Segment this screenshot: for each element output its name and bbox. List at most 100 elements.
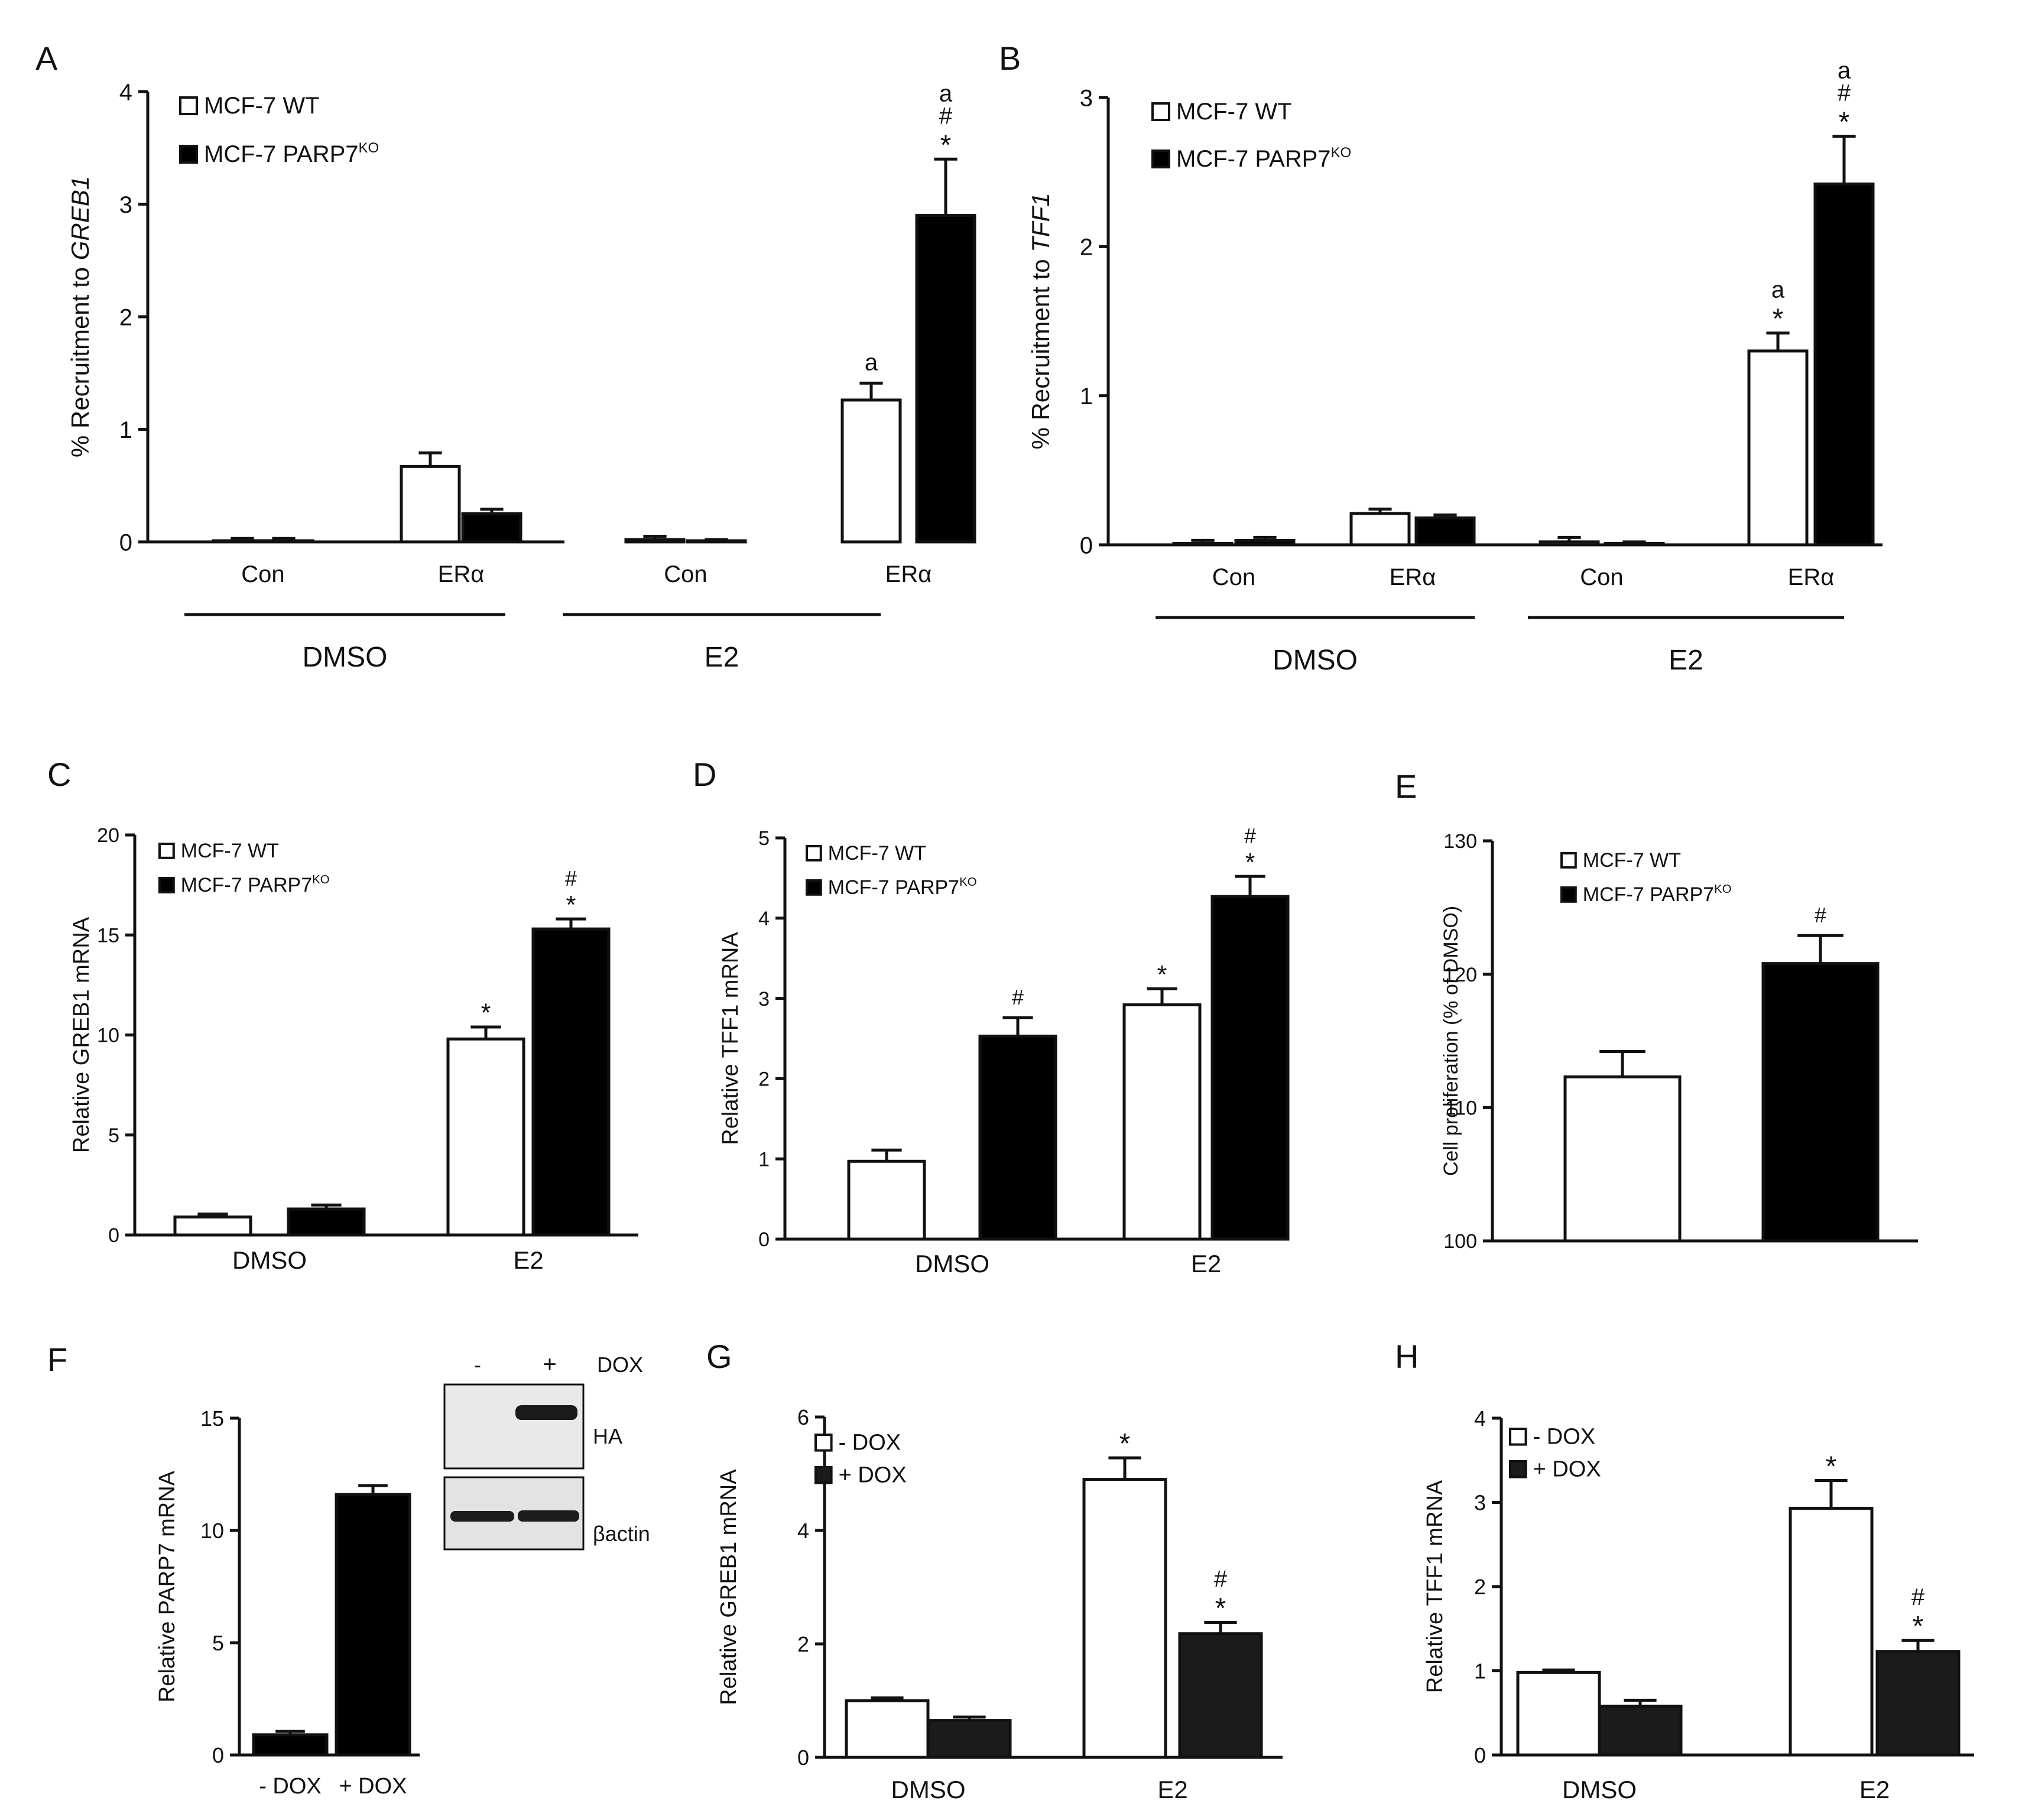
y-tick-label: 110 bbox=[1445, 1097, 1477, 1120]
x-tick-label: DMSO bbox=[891, 1776, 966, 1803]
legend-label: + DOX bbox=[839, 1463, 907, 1488]
bar-series-2 bbox=[978, 1034, 1057, 1241]
group-label: DMSO bbox=[1273, 645, 1358, 676]
significance-mark: * bbox=[1826, 1451, 1837, 1482]
bar-series-1 bbox=[1539, 540, 1600, 547]
bar-series-1 bbox=[1122, 1003, 1202, 1241]
y-tick-label: 4 bbox=[119, 79, 132, 105]
group-label: E2 bbox=[705, 642, 739, 673]
y-tick-label: 20 bbox=[97, 824, 119, 847]
group-label: E2 bbox=[1669, 645, 1703, 676]
y-tick-label: 2 bbox=[119, 304, 132, 330]
y-tick-label: 15 bbox=[97, 924, 119, 947]
legend-label: + DOX bbox=[1533, 1457, 1601, 1482]
y-tick-label: 0 bbox=[797, 1746, 809, 1770]
x-tick-label: ERα bbox=[885, 561, 932, 587]
y-tick-label: 1 bbox=[119, 417, 132, 443]
y-tick-label: 1 bbox=[1080, 384, 1093, 410]
bar-series-2 bbox=[1598, 1704, 1683, 1757]
panel-label: C bbox=[47, 756, 71, 793]
panel-label: D bbox=[693, 756, 716, 793]
bar bbox=[335, 1493, 411, 1757]
bar-series-1 bbox=[624, 538, 686, 544]
legend-label: MCF-7 WT bbox=[204, 93, 320, 119]
panel-label: A bbox=[35, 40, 58, 77]
bar-series-2 bbox=[927, 1719, 1012, 1759]
y-tick-label: 2 bbox=[797, 1632, 809, 1656]
panel-label: E bbox=[1395, 768, 1417, 805]
y-tick-label: 0 bbox=[119, 529, 132, 555]
significance-mark: * bbox=[1157, 961, 1167, 989]
y-tick-label: 0 bbox=[758, 1228, 770, 1251]
y-tick-label: 100 bbox=[1443, 1230, 1477, 1253]
x-tick-label: ERα bbox=[1390, 564, 1436, 590]
x-tick-label: DMSO bbox=[1562, 1776, 1637, 1803]
y-axis-label: % Recruitment to TFF1 bbox=[1027, 193, 1054, 449]
bar-series-1 bbox=[400, 464, 461, 544]
y-tick-label: 2 bbox=[758, 1068, 770, 1091]
x-tick-label: + DOX bbox=[339, 1774, 407, 1799]
legend-swatch-1 bbox=[158, 843, 175, 859]
significance-mark: * bbox=[566, 891, 576, 919]
significance-mark: a bbox=[939, 80, 953, 106]
bar-series-2 bbox=[1875, 1650, 1961, 1757]
bar-series-2 bbox=[253, 539, 314, 544]
legend-label: MCF-7 WT bbox=[1176, 99, 1292, 125]
y-axis-label: Cell proliferation (% of DMSO) bbox=[1440, 906, 1462, 1176]
x-tick-label: E2 bbox=[513, 1246, 543, 1274]
panel-label: G bbox=[706, 1338, 732, 1375]
y-tick-label: 4 bbox=[1474, 1406, 1486, 1431]
legend-label: - DOX bbox=[1533, 1425, 1596, 1450]
y-tick-label: 5 bbox=[108, 1124, 119, 1147]
bar-series-1 bbox=[1349, 512, 1411, 547]
blot-band-label: βactin bbox=[593, 1522, 650, 1546]
y-tick-label: 0 bbox=[1080, 532, 1093, 558]
x-tick-label: E2 bbox=[1191, 1250, 1221, 1278]
panel-label: B bbox=[999, 40, 1021, 77]
y-tick-label: 120 bbox=[1443, 964, 1477, 986]
y-axis-label: % Recruitment to GREB1 bbox=[66, 176, 94, 457]
bar-series-2 bbox=[1761, 962, 1880, 1243]
legend-swatch-2 bbox=[1560, 886, 1577, 903]
significance-mark: * bbox=[1245, 849, 1255, 877]
significance-mark: # bbox=[1244, 824, 1256, 848]
blot-band-ha bbox=[515, 1405, 577, 1420]
blot-box-ha bbox=[443, 1383, 585, 1470]
significance-mark: # bbox=[1012, 985, 1024, 1009]
significance-mark: # bbox=[1911, 1584, 1925, 1610]
legend-label: MCF-7 PARP7KO bbox=[204, 140, 379, 167]
bar-series-2 bbox=[915, 214, 976, 544]
significance-mark: a bbox=[865, 349, 878, 375]
blot-treatment-label: DOX bbox=[597, 1353, 643, 1377]
significance-mark: * bbox=[1913, 1611, 1924, 1642]
x-tick-label: DMSO bbox=[232, 1246, 307, 1274]
y-tick-label: 1 bbox=[1474, 1659, 1486, 1683]
y-tick-label: 3 bbox=[1080, 85, 1093, 111]
legend-label: MCF-7 WT bbox=[828, 842, 926, 864]
legend-swatch-2 bbox=[1509, 1460, 1527, 1478]
x-tick-label: Con bbox=[1580, 564, 1623, 590]
x-tick-label: ERα bbox=[438, 561, 485, 587]
blot-band-actin bbox=[518, 1510, 579, 1522]
y-axis-label: Relative GREB1 mRNA bbox=[69, 916, 94, 1153]
y-tick-label: 15 bbox=[200, 1406, 224, 1431]
y-tick-label: 3 bbox=[758, 988, 770, 1010]
y-tick-label: 2 bbox=[1474, 1575, 1486, 1599]
legend-swatch-2 bbox=[179, 145, 198, 164]
bar-series-2 bbox=[1414, 516, 1476, 547]
group-label: DMSO bbox=[303, 642, 388, 673]
bar-series-1 bbox=[840, 398, 902, 544]
y-tick-label: 0 bbox=[212, 1743, 224, 1767]
significance-mark: # bbox=[1815, 903, 1826, 927]
bar-series-2 bbox=[1813, 182, 1875, 547]
bar-series-1 bbox=[1172, 541, 1234, 547]
y-tick-label: 4 bbox=[797, 1519, 809, 1543]
bar-series-2 bbox=[1178, 1632, 1263, 1759]
legend-label: - DOX bbox=[839, 1431, 901, 1455]
y-tick-label: 3 bbox=[1474, 1490, 1486, 1514]
significance-mark: a bbox=[1838, 58, 1851, 84]
